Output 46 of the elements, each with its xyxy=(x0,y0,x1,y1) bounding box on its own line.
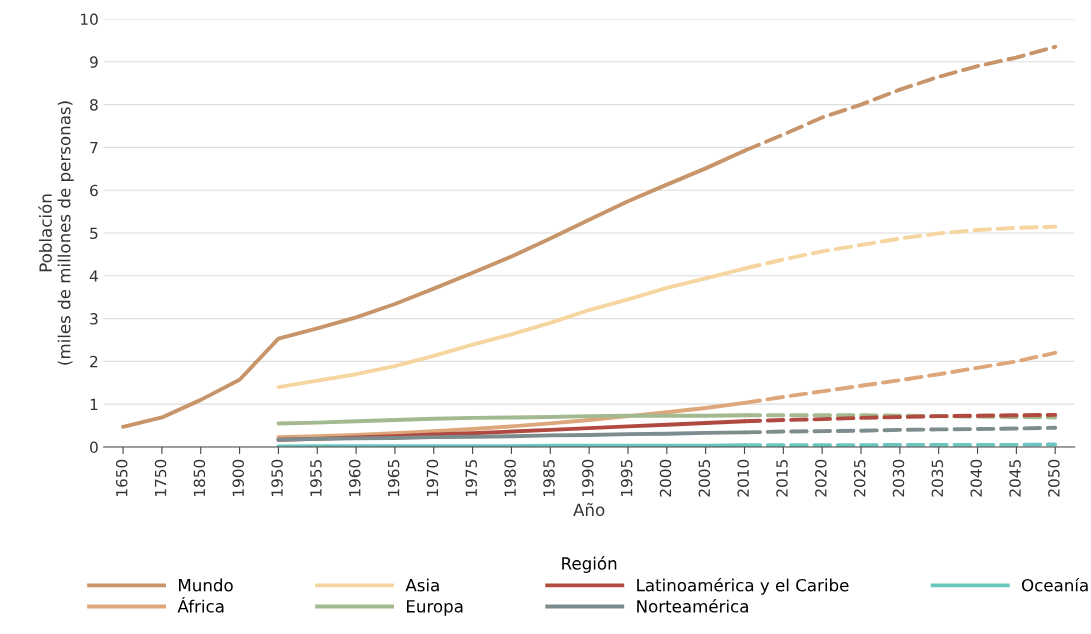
x-tick-label: 2005 xyxy=(698,460,711,497)
legend-label: África xyxy=(177,596,224,613)
y-tick-label: 6 xyxy=(90,184,98,197)
x-tick-label: 2040 xyxy=(970,459,982,497)
legend-label: Asia xyxy=(405,578,439,592)
x-tick-label: 2015 xyxy=(776,460,788,497)
x-tick-label: 1955 xyxy=(310,460,322,496)
x-tick-label: 1950 xyxy=(271,459,283,496)
legend-label: Oceanía xyxy=(1021,577,1088,592)
y-tick-label: 5 xyxy=(90,227,98,240)
legend-title: Región xyxy=(562,556,617,573)
x-tick-label: 2030 xyxy=(892,459,905,497)
x-tick-label: 2035 xyxy=(931,460,944,497)
legend-label: Norteamérica xyxy=(637,599,748,613)
y-tick-label: 8 xyxy=(90,99,98,111)
x-tick-label: 1960 xyxy=(348,459,361,496)
x-tick-label: 2010 xyxy=(737,459,749,497)
x-tick-label: 1750 xyxy=(154,459,167,496)
x-tick-label: 1650 xyxy=(115,459,128,496)
x-tick-label: 1995 xyxy=(620,460,633,496)
x-tick-label: 1990 xyxy=(582,459,594,496)
y-tick-label: 2 xyxy=(90,355,98,368)
y-tick-label: 0 xyxy=(90,441,98,453)
x-tick-label: 1970 xyxy=(426,459,439,496)
x-tick-label: 2050 xyxy=(1048,459,1060,497)
y-tick-label: 1 xyxy=(90,398,98,410)
x-tick-label: 2025 xyxy=(853,460,866,497)
y-tick-label: 4 xyxy=(89,270,98,282)
y-axis-title: Población (miles de millones de personas) xyxy=(38,101,74,365)
x-tick-label: 2020 xyxy=(815,459,827,497)
legend-label: Mundo xyxy=(179,578,233,592)
x-tick-label: 1965 xyxy=(387,460,400,496)
x-tick-label: 1900 xyxy=(232,459,245,496)
x-tick-label: 1850 xyxy=(193,459,206,496)
x-tick-label: 1975 xyxy=(465,460,478,496)
legend-label: Europa xyxy=(406,600,463,616)
x-tick-label: 1980 xyxy=(504,459,516,496)
y-tick-label: 9 xyxy=(90,56,98,68)
y-tick-label: 3 xyxy=(90,313,98,325)
x-tick-label: 2045 xyxy=(1009,460,1021,497)
x-tick-label: 1985 xyxy=(543,460,555,496)
y-tick-label: 10 xyxy=(81,13,98,26)
x-tick-label: 2000 xyxy=(659,459,672,497)
y-tick-label: 7 xyxy=(90,142,98,154)
legend-label: Latinoamérica y el Caribe xyxy=(637,577,849,595)
x-axis-title: Año xyxy=(573,502,605,517)
